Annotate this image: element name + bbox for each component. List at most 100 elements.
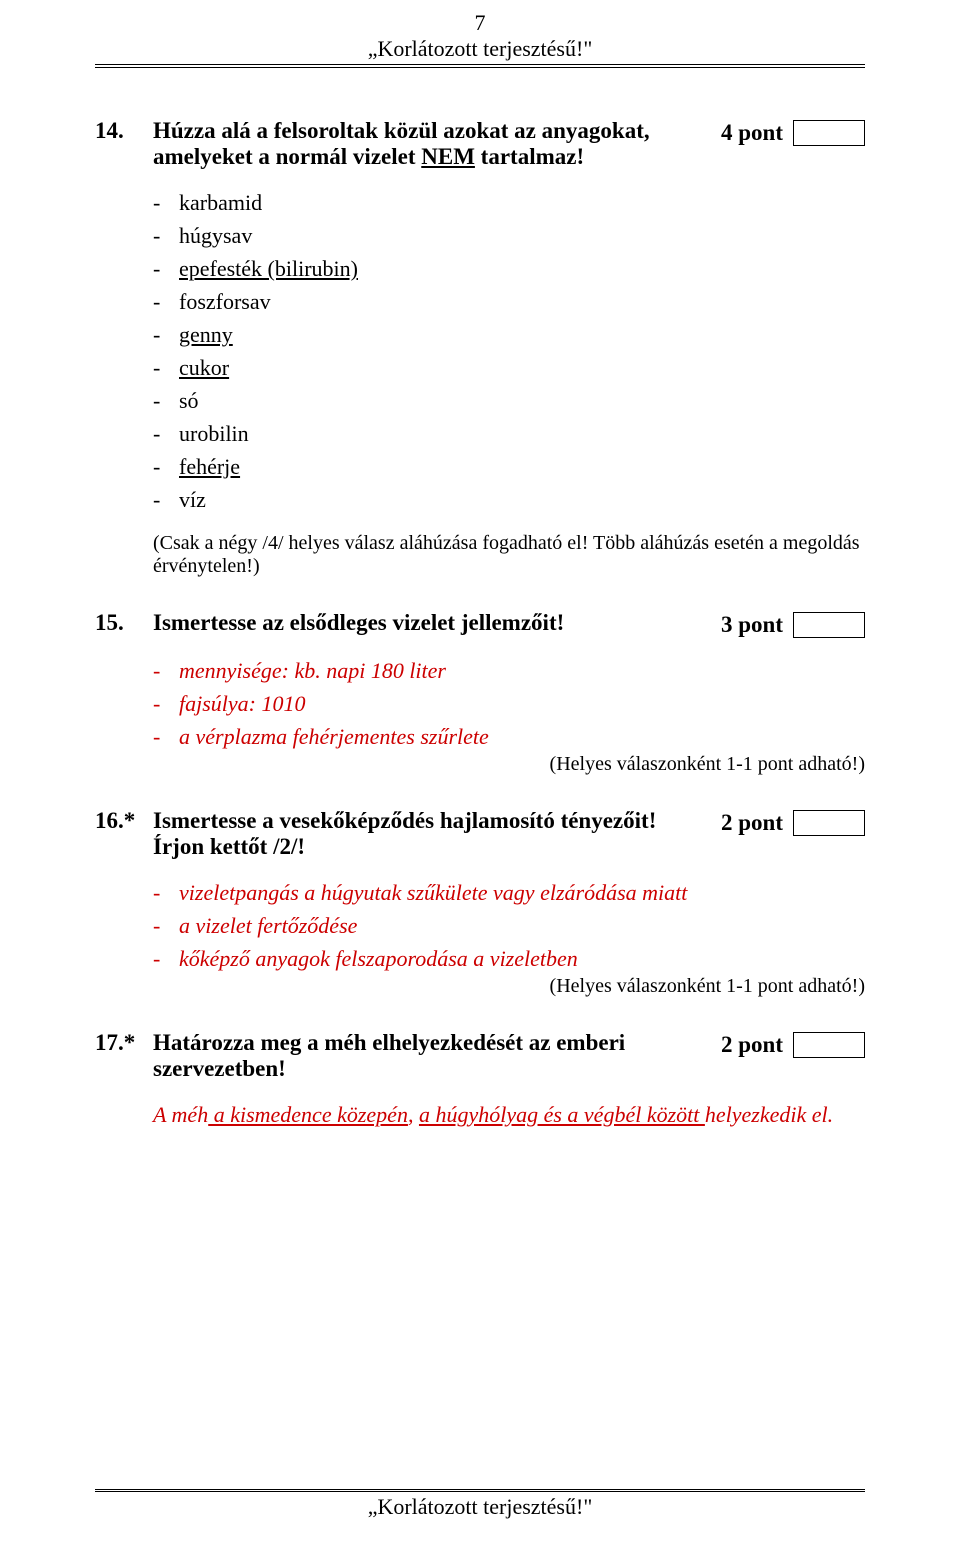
q14-note: (Csak a négy /4/ helyes válasz aláhúzása… xyxy=(153,532,865,578)
question-text: Határozza meg a méh elhelyezkedését az e… xyxy=(153,1030,721,1082)
question-number: 16.* xyxy=(95,808,153,834)
list-item: -mennyisége: kb. napi 180 liter xyxy=(153,654,865,687)
option-text: só xyxy=(179,384,199,417)
question-16: 16.* Ismertesse a vesekőképződés hajlamo… xyxy=(95,808,865,998)
list-item: -vizeletpangás a húgyutak szűkülete vagy… xyxy=(153,876,865,909)
question-14: 14. Húzza alá a felsoroltak közül azokat… xyxy=(95,118,865,578)
list-item: -víz xyxy=(153,483,865,516)
dash: - xyxy=(153,720,179,753)
answer-text: fajsúlya: 1010 xyxy=(179,687,306,720)
question-number: 17.* xyxy=(95,1030,153,1056)
question-number: 15. xyxy=(95,610,153,636)
dash: - xyxy=(153,384,179,417)
points-box xyxy=(793,1032,865,1058)
points-label: 4 pont xyxy=(721,120,783,146)
option-text: víz xyxy=(179,483,206,516)
points-label: 3 pont xyxy=(721,612,783,638)
q14-line2a: amelyeket a normál vizelet xyxy=(153,144,421,169)
question-text: Ismertesse a vesekőképződés hajlamosító … xyxy=(153,808,721,860)
q15-note: (Helyes válaszonként 1-1 pont adható!) xyxy=(95,753,865,776)
list-item: -a vizelet fertőződése xyxy=(153,909,865,942)
option-text: fehérje xyxy=(179,450,240,483)
q17-answer: A méh a kismedence közepén, a húgyhólyag… xyxy=(153,1098,865,1131)
q16-note: (Helyes válaszonként 1-1 pont adható!) xyxy=(95,975,865,998)
dash: - xyxy=(153,417,179,450)
list-item: -foszforsav xyxy=(153,285,865,318)
points-group: 2 pont xyxy=(721,1030,865,1058)
q17-ans-u1: a kismedence közepén xyxy=(208,1102,408,1127)
footer: „Korlátozott terjesztésű!" xyxy=(95,1489,865,1520)
list-item: -urobilin xyxy=(153,417,865,450)
question-17: 17.* Határozza meg a méh elhelyezkedését… xyxy=(95,1030,865,1131)
option-text: foszforsav xyxy=(179,285,271,318)
points-group: 4 pont xyxy=(721,118,865,146)
header-classification: „Korlátozott terjesztésű!" xyxy=(95,36,865,65)
list-item: -kőképző anyagok felszaporodása a vizele… xyxy=(153,942,865,975)
list-item: -karbamid xyxy=(153,186,865,219)
option-text: karbamid xyxy=(179,186,262,219)
option-text: húgysav xyxy=(179,219,252,252)
points-box xyxy=(793,810,865,836)
dash: - xyxy=(153,285,179,318)
option-text: genny xyxy=(179,318,233,351)
q17-ans-mid: , xyxy=(408,1102,419,1127)
question-14-head: 14. Húzza alá a felsoroltak közül azokat… xyxy=(95,118,865,170)
q17-ans-prefix: A méh xyxy=(153,1102,208,1127)
question-number: 14. xyxy=(95,118,153,144)
list-item: -húgysav xyxy=(153,219,865,252)
list-item: -epefesték (bilirubin) xyxy=(153,252,865,285)
dash: - xyxy=(153,483,179,516)
points-label: 2 pont xyxy=(721,1032,783,1058)
list-item: -genny xyxy=(153,318,865,351)
dash: - xyxy=(153,876,179,909)
option-text: epefesték (bilirubin) xyxy=(179,252,358,285)
q14-options: -karbamid-húgysav-epefesték (bilirubin)-… xyxy=(153,186,865,516)
question-15-head: 15. Ismertesse az elsődleges vizelet jel… xyxy=(95,610,865,638)
question-text: Húzza alá a felsoroltak közül azokat az … xyxy=(153,118,721,170)
answer-text: a vizelet fertőződése xyxy=(179,909,357,942)
option-text: cukor xyxy=(179,351,229,384)
dash: - xyxy=(153,252,179,285)
option-text: urobilin xyxy=(179,417,249,450)
points-group: 2 pont xyxy=(721,808,865,836)
dash: - xyxy=(153,219,179,252)
footer-classification: „Korlátozott terjesztésű!" xyxy=(95,1491,865,1520)
dash: - xyxy=(153,942,179,975)
points-group: 3 pont xyxy=(721,610,865,638)
header-rule xyxy=(95,67,865,68)
points-label: 2 pont xyxy=(721,810,783,836)
q15-answers: -mennyisége: kb. napi 180 liter-fajsúlya… xyxy=(153,654,865,753)
q16-answers: -vizeletpangás a húgyutak szűkülete vagy… xyxy=(153,876,865,975)
answer-text: vizeletpangás a húgyutak szűkülete vagy … xyxy=(179,876,687,909)
q17-line1: Határozza meg a méh elhelyezkedését az e… xyxy=(153,1030,625,1055)
list-item: -fajsúlya: 1010 xyxy=(153,687,865,720)
q16-line1: Ismertesse a vesekőképződés hajlamosító … xyxy=(153,808,656,833)
dash: - xyxy=(153,687,179,720)
q17-ans-suffix: helyezkedik el. xyxy=(705,1102,833,1127)
answer-text: mennyisége: kb. napi 180 liter xyxy=(179,654,446,687)
question-text: Ismertesse az elsődleges vizelet jellemz… xyxy=(153,610,721,636)
q16-line2: Írjon kettőt /2/! xyxy=(153,834,305,859)
dash: - xyxy=(153,909,179,942)
points-box xyxy=(793,612,865,638)
question-17-head: 17.* Határozza meg a méh elhelyezkedését… xyxy=(95,1030,865,1082)
points-box xyxy=(793,120,865,146)
dash: - xyxy=(153,450,179,483)
q14-line1: Húzza alá a felsoroltak közül azokat az … xyxy=(153,118,650,143)
q17-ans-u2: a húgyhólyag és a végbél között xyxy=(419,1102,705,1127)
list-item: -só xyxy=(153,384,865,417)
question-15: 15. Ismertesse az elsődleges vizelet jel… xyxy=(95,610,865,776)
page-number: 7 xyxy=(95,0,865,36)
list-item: -a vérplazma fehérjementes szűrlete xyxy=(153,720,865,753)
list-item: -fehérje xyxy=(153,450,865,483)
answer-text: kőképző anyagok felszaporodása a vizelet… xyxy=(179,942,578,975)
answer-text: a vérplazma fehérjementes szűrlete xyxy=(179,720,489,753)
question-16-head: 16.* Ismertesse a vesekőképződés hajlamo… xyxy=(95,808,865,860)
q14-nem: NEM xyxy=(421,144,475,169)
dash: - xyxy=(153,351,179,384)
dash: - xyxy=(153,654,179,687)
q17-line2: szervezetben! xyxy=(153,1056,286,1081)
dash: - xyxy=(153,318,179,351)
q14-line2b: tartalmaz! xyxy=(475,144,584,169)
dash: - xyxy=(153,186,179,219)
